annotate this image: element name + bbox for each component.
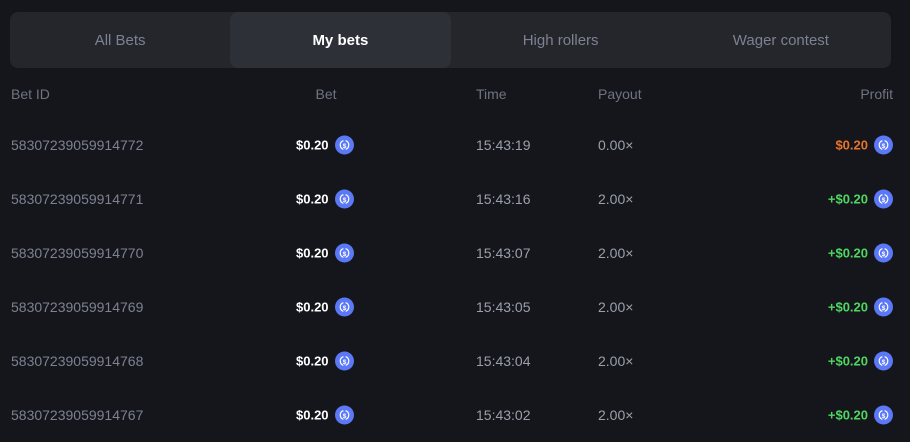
svg-text:$: $ [342, 305, 346, 312]
svg-text:$: $ [342, 251, 346, 258]
svg-text:$: $ [882, 197, 886, 204]
svg-text:$: $ [882, 251, 886, 258]
svg-text:$: $ [342, 197, 346, 204]
svg-text:$: $ [342, 143, 346, 150]
svg-text:$: $ [882, 305, 886, 312]
svg-text:$: $ [882, 143, 886, 150]
svg-text:$: $ [882, 413, 886, 420]
svg-text:$: $ [342, 413, 346, 420]
svg-text:$: $ [342, 359, 346, 366]
svg-text:$: $ [882, 359, 886, 366]
